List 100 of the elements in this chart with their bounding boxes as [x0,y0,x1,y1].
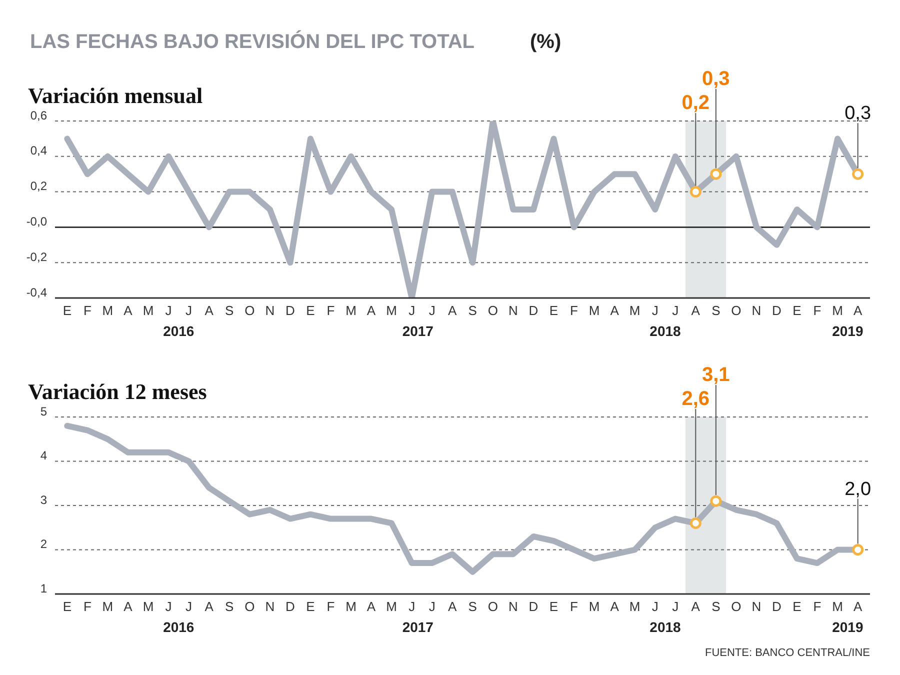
x-tick-label: F [813,599,822,614]
x-tick-label: A [610,303,620,318]
x-tick-label: M [629,599,640,614]
x-tick-label: O [244,599,255,614]
x-tick-label: M [142,599,154,614]
x-tick-label: O [731,303,742,318]
x-tick-label: S [225,303,234,318]
x-tick-label: A [204,599,214,614]
x-tick-label: D [528,303,538,318]
y-tick-label: 4 [40,448,48,463]
x-tick-label: J [408,303,416,318]
x-tick-label: D [285,303,295,318]
x-tick-label: O [244,303,255,318]
x-tick-label: J [652,599,658,614]
x-tick-label: J [408,599,416,614]
y-tick-label: -0,0 [26,214,48,228]
annotation: 2,0 [844,478,872,500]
x-tick-label: S [712,303,721,318]
x-tick-label: E [62,599,72,614]
x-tick-label: F [83,303,92,318]
text: 2019 [832,323,864,339]
x-tick-label: J [165,303,172,318]
x-tick-label: A [691,599,700,614]
x-tick-label: D [772,599,782,614]
y-tick-label: -0,4 [26,285,48,300]
annotation: 3,1 [702,364,730,386]
x-tick-label: A [854,599,862,614]
x-tick-label: M [102,599,114,614]
text: 2017 [402,323,434,339]
annotation: 2,6 [682,388,710,410]
x-tick-label: E [62,303,72,318]
x-tick-label: F [570,599,578,614]
x-tick-label: J [186,303,192,318]
y-tick-label: 3 [40,492,48,507]
x-tick-label: N [265,599,275,614]
y-tick-label: 0,4 [30,144,48,158]
y-tick-label: 5 [40,404,48,418]
x-tick-label: M [346,303,356,318]
x-tick-label: J [672,303,679,318]
x-tick-label: N [752,599,762,614]
x-tick-label: M [386,303,397,318]
x-tick-label: E [792,303,802,318]
x-tick-label: J [428,599,436,614]
x-tick-label: A [691,303,700,318]
x-tick-label: S [468,599,478,614]
x-tick-label: M [386,599,397,614]
x-tick-label: A [366,303,376,318]
x-tick-label: A [124,303,133,318]
x-tick-label: F [813,303,822,318]
x-tick-label: M [832,599,843,614]
x-tick-label: D [285,599,295,614]
x-tick-label: A [854,303,862,318]
x-tick-label: J [672,599,679,614]
x-tick-label: J [165,599,172,614]
x-tick-label: M [588,303,600,318]
y-tick-label: -0,2 [26,250,48,264]
x-tick-label: D [528,599,538,614]
x-tick-label: A [204,303,214,318]
x-tick-label: E [549,599,558,614]
x-tick-label: E [306,303,316,318]
x-tick-label: F [83,599,92,614]
source-note: FUENTE: BANCO CENTRAL/INE [704,647,870,659]
x-tick-label: N [752,303,762,318]
x-tick-label: J [428,303,436,318]
x-tick-label: E [306,599,316,614]
x-tick-label: O [488,599,498,614]
x-tick-label: D [772,303,782,318]
y-tick-label: 1 [40,581,48,596]
text: 2019 [832,619,864,635]
chart-title: Variación 12 meses [28,379,207,405]
text: 2018 [650,323,682,339]
x-tick-label: M [832,303,843,318]
annotation: 0,3 [844,103,872,124]
x-tick-label: S [712,599,721,614]
x-tick-label: F [570,303,578,318]
x-tick-label: M [142,303,154,318]
x-tick-label: O [488,303,498,318]
text: (%) [530,31,562,53]
x-tick-label: A [124,599,133,614]
x-tick-label: F [326,599,335,614]
annotation: 0,2 [682,92,710,114]
x-tick-label: J [186,599,192,614]
x-tick-label: A [366,599,376,614]
text: 2016 [163,323,194,339]
y-tick-label: 2 [40,537,48,552]
x-tick-label: N [265,303,275,318]
text: 2017 [402,619,434,635]
x-tick-label: N [508,599,518,614]
x-tick-label: S [225,599,234,614]
x-tick-label: M [629,303,640,318]
x-tick-label: M [588,599,600,614]
x-tick-label: O [731,599,742,614]
y-tick-label: 0,6 [30,108,48,122]
x-tick-label: A [448,303,458,318]
y-tick-label: 0,2 [30,179,48,194]
text: 2016 [163,619,194,635]
x-tick-label: N [508,303,518,318]
x-tick-label: S [468,303,478,318]
text: 2018 [650,619,682,635]
x-tick-label: F [326,303,335,318]
